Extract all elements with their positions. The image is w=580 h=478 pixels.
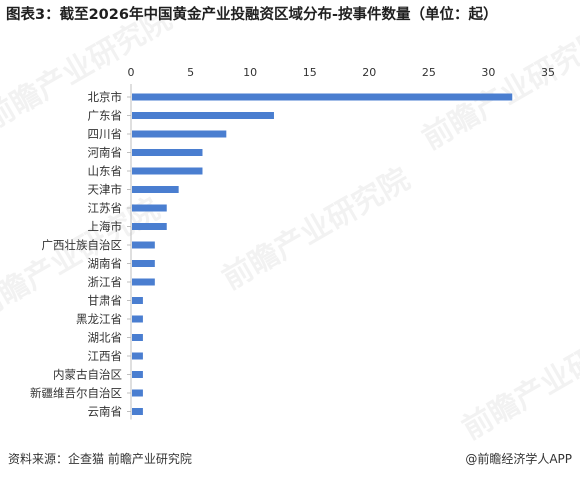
x-tick-label: 20 (362, 66, 376, 79)
bar (132, 371, 143, 378)
bar (132, 260, 155, 267)
bar (132, 334, 143, 341)
watermark-text: 前瞻产业研究院 (217, 162, 416, 297)
category-label: 浙江省 (88, 275, 123, 289)
category-label: 广西壮族自治区 (42, 238, 123, 252)
watermark-text: 前瞻产业研究院 (457, 312, 580, 447)
chart-title: 图表3：截至2026年中国黄金产业投融资区域分布-按事件数量（单位：起） (6, 7, 498, 23)
bar (132, 167, 203, 175)
x-tick-label: 25 (422, 66, 436, 79)
category-label: 云南省 (88, 405, 123, 419)
category-label: 山东省 (88, 164, 123, 178)
category-label: 河南省 (88, 146, 123, 160)
category-label: 内蒙古自治区 (53, 368, 122, 382)
category-label: 上海市 (88, 220, 123, 234)
bar (132, 204, 167, 212)
x-axis: 0 5 10 15 20 25 30 35 (128, 66, 555, 420)
x-tick-label: 10 (243, 66, 257, 79)
bar (132, 389, 143, 397)
source-note: 资料来源：企查猫 前瞻产业研究院 (8, 452, 192, 466)
x-tick-label: 5 (187, 66, 194, 79)
bar (132, 93, 513, 101)
brand-credit: @前瞻经济学人APP (465, 452, 572, 466)
bar (132, 130, 227, 138)
category-label: 黑龙江省 (76, 312, 122, 326)
watermark-text: 前瞻产业研究院 (417, 22, 580, 157)
category-label: 北京市 (88, 90, 123, 104)
x-tick-label: 30 (481, 66, 495, 79)
category-label: 湖北省 (88, 331, 123, 345)
watermark-text: 前瞻产业研究院 (0, 192, 166, 327)
bar (132, 408, 143, 415)
bar (132, 315, 143, 323)
bar (132, 278, 155, 286)
category-label: 江西省 (88, 349, 123, 363)
bar (132, 112, 274, 119)
category-label: 广东省 (88, 109, 123, 123)
bar (132, 149, 203, 156)
x-tick-label: 15 (303, 66, 317, 79)
bar (132, 186, 179, 193)
category-labels: 北京市广东省四川省河南省山东省天津市江苏省上海市广西壮族自治区湖南省浙江省甘肃省… (30, 90, 131, 419)
category-label: 天津市 (88, 183, 123, 197)
x-tick-label: 0 (128, 66, 135, 79)
bar (132, 241, 155, 249)
category-label: 四川省 (88, 127, 123, 141)
bar (132, 297, 143, 304)
x-tick-label: 35 (541, 66, 555, 79)
bar (132, 223, 167, 230)
category-label: 新疆维吾尔自治区 (30, 386, 122, 400)
bars (132, 93, 513, 415)
bar (132, 352, 143, 360)
category-label: 江苏省 (88, 201, 123, 215)
category-label: 甘肃省 (88, 294, 123, 308)
category-label: 湖南省 (88, 257, 123, 271)
